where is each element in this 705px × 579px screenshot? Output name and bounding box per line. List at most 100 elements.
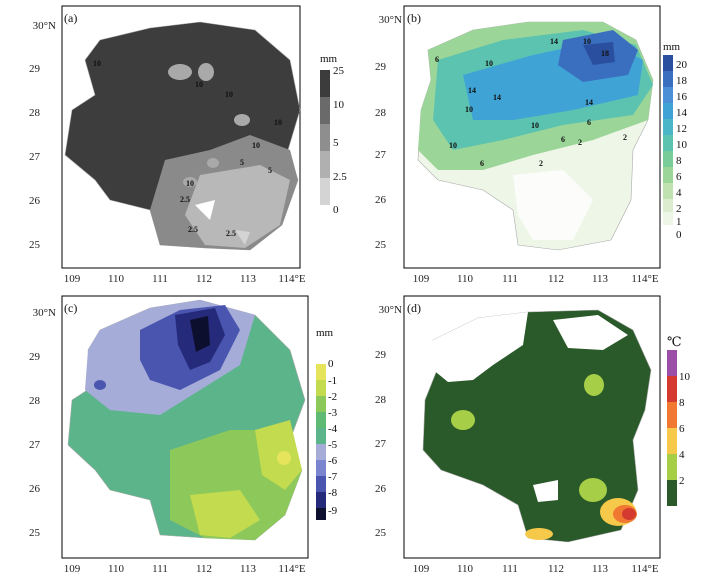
colorbar-label: 6	[679, 423, 685, 435]
colorbar-label: 10	[679, 371, 691, 383]
lat-tick: 27	[29, 151, 41, 163]
contour-label: 2	[539, 159, 543, 168]
lon-tick: 110	[108, 563, 125, 575]
contour-label: 10	[583, 37, 591, 46]
panel-b-contour-labels: 6 10 14 10 18 14 14 10 14 10 6 10 6 6 2 …	[435, 37, 627, 168]
contour-label: 6	[435, 55, 439, 64]
lon-tick: 111	[152, 273, 168, 285]
colorbar-swatch	[316, 412, 326, 428]
contour-label: 10	[252, 141, 260, 150]
contour-label: 10	[485, 59, 493, 68]
colorbar-unit: mm	[316, 327, 334, 339]
contour-label: 6	[480, 159, 484, 168]
lat-tick: 30°N	[379, 14, 402, 26]
colorbar-swatch	[663, 55, 673, 71]
panel-a-label: (a)	[64, 11, 77, 25]
colorbar-label: 20	[676, 59, 688, 71]
lat-tick: 27	[29, 439, 41, 451]
colorbar-swatch	[316, 380, 326, 396]
panel-c-lat-ticks: 30°N 29 28 27 26 25	[29, 307, 56, 539]
contour-label: 5	[240, 158, 244, 167]
colorbar-swatch	[663, 212, 673, 225]
lat-tick: 28	[29, 395, 41, 407]
lon-tick: 113	[592, 273, 609, 285]
colorbar-label: -7	[328, 471, 338, 483]
colorbar-swatch	[320, 151, 330, 178]
colorbar-label: 5	[333, 137, 339, 149]
contour-label: 10	[186, 179, 194, 188]
colorbar-swatch	[667, 402, 677, 428]
colorbar-label: 14	[676, 107, 688, 119]
colorbar-label: 2	[679, 475, 685, 487]
colorbar-label: -8	[328, 487, 338, 499]
colorbar-label: 0	[333, 204, 339, 216]
colorbar-label: 4	[676, 187, 682, 199]
colorbar-label: 25	[333, 65, 345, 77]
contour-label: 2	[623, 133, 627, 142]
lat-tick: 28	[375, 107, 387, 119]
panel-b-map: (b) 6 10 14 10 18 14 14 10 14 10 6 10 6 …	[375, 5, 688, 285]
panel-b-lat-ticks: 30°N 29 28 27 26 25	[375, 14, 402, 251]
colorbar-swatch	[316, 444, 326, 460]
lat-tick: 27	[375, 438, 387, 450]
contour-label: 2.5	[226, 229, 236, 238]
colorbar-label: -2	[328, 391, 337, 403]
lon-tick: 109	[64, 273, 81, 285]
colorbar-label: 2	[676, 203, 682, 215]
lon-tick: 109	[64, 563, 81, 575]
lon-tick: 109	[413, 273, 430, 285]
colorbar-label: -5	[328, 439, 338, 451]
colorbar-unit: ℃	[667, 334, 682, 349]
panel-d-label: (d)	[407, 301, 421, 315]
lon-tick: 113	[240, 563, 257, 575]
lat-tick: 29	[375, 61, 387, 73]
lat-tick: 27	[375, 149, 387, 161]
colorbar-unit: mm	[320, 53, 338, 65]
colorbar-swatch	[316, 428, 326, 444]
contour-label: 6	[587, 118, 591, 127]
lat-tick: 30°N	[379, 304, 402, 316]
colorbar-swatch	[663, 135, 673, 151]
colorbar-label: 10	[333, 99, 345, 111]
colorbar-swatch	[316, 492, 326, 508]
colorbar-swatch	[316, 460, 326, 476]
lon-tick: 114°E	[278, 563, 305, 575]
lon-tick: 114°E	[631, 273, 658, 285]
panel-a-lon-ticks: 109 110 111 112 113 114°E	[64, 273, 306, 285]
colorbar-label: -9	[328, 505, 338, 517]
colorbar-swatch	[320, 97, 330, 124]
lat-tick: 26	[29, 195, 41, 207]
contour-label: 10	[274, 118, 282, 127]
panel-b-province	[417, 21, 654, 251]
colorbar-swatch	[316, 476, 326, 492]
lat-tick: 29	[375, 349, 387, 361]
lon-tick: 111	[152, 563, 168, 575]
lat-tick: 25	[375, 239, 387, 251]
lon-tick: 110	[108, 273, 125, 285]
colorbar-swatch	[663, 119, 673, 135]
panel-a-colorbar: mm 25 10 5 2.5 0	[320, 53, 347, 216]
lat-tick: 29	[29, 63, 41, 75]
colorbar-label: -3	[328, 407, 338, 419]
colorbar-swatch	[663, 103, 673, 119]
panel-b-label: (b)	[407, 11, 421, 25]
colorbar-label: -1	[328, 375, 337, 387]
contour-label: 5	[268, 166, 272, 175]
colorbar-swatch	[663, 87, 673, 103]
panel-d-lon-ticks: 109 110 111 112 113 114°E	[413, 563, 659, 575]
contour-label: 10	[465, 105, 473, 114]
contour-label: 10	[195, 80, 203, 89]
colorbar-swatch	[663, 183, 673, 199]
lon-tick: 112	[548, 273, 564, 285]
contour-label: 14	[468, 86, 476, 95]
colorbar-label: 8	[679, 397, 685, 409]
lon-tick: 113	[240, 273, 257, 285]
colorbar-label: 12	[676, 123, 687, 135]
contour-label: 10	[225, 90, 233, 99]
lon-tick: 110	[457, 563, 474, 575]
colorbar-swatch	[667, 480, 677, 506]
colorbar-swatch	[316, 508, 326, 520]
colorbar-swatch	[667, 454, 677, 480]
contour-label: 2	[578, 138, 582, 147]
lat-tick: 25	[29, 527, 41, 539]
